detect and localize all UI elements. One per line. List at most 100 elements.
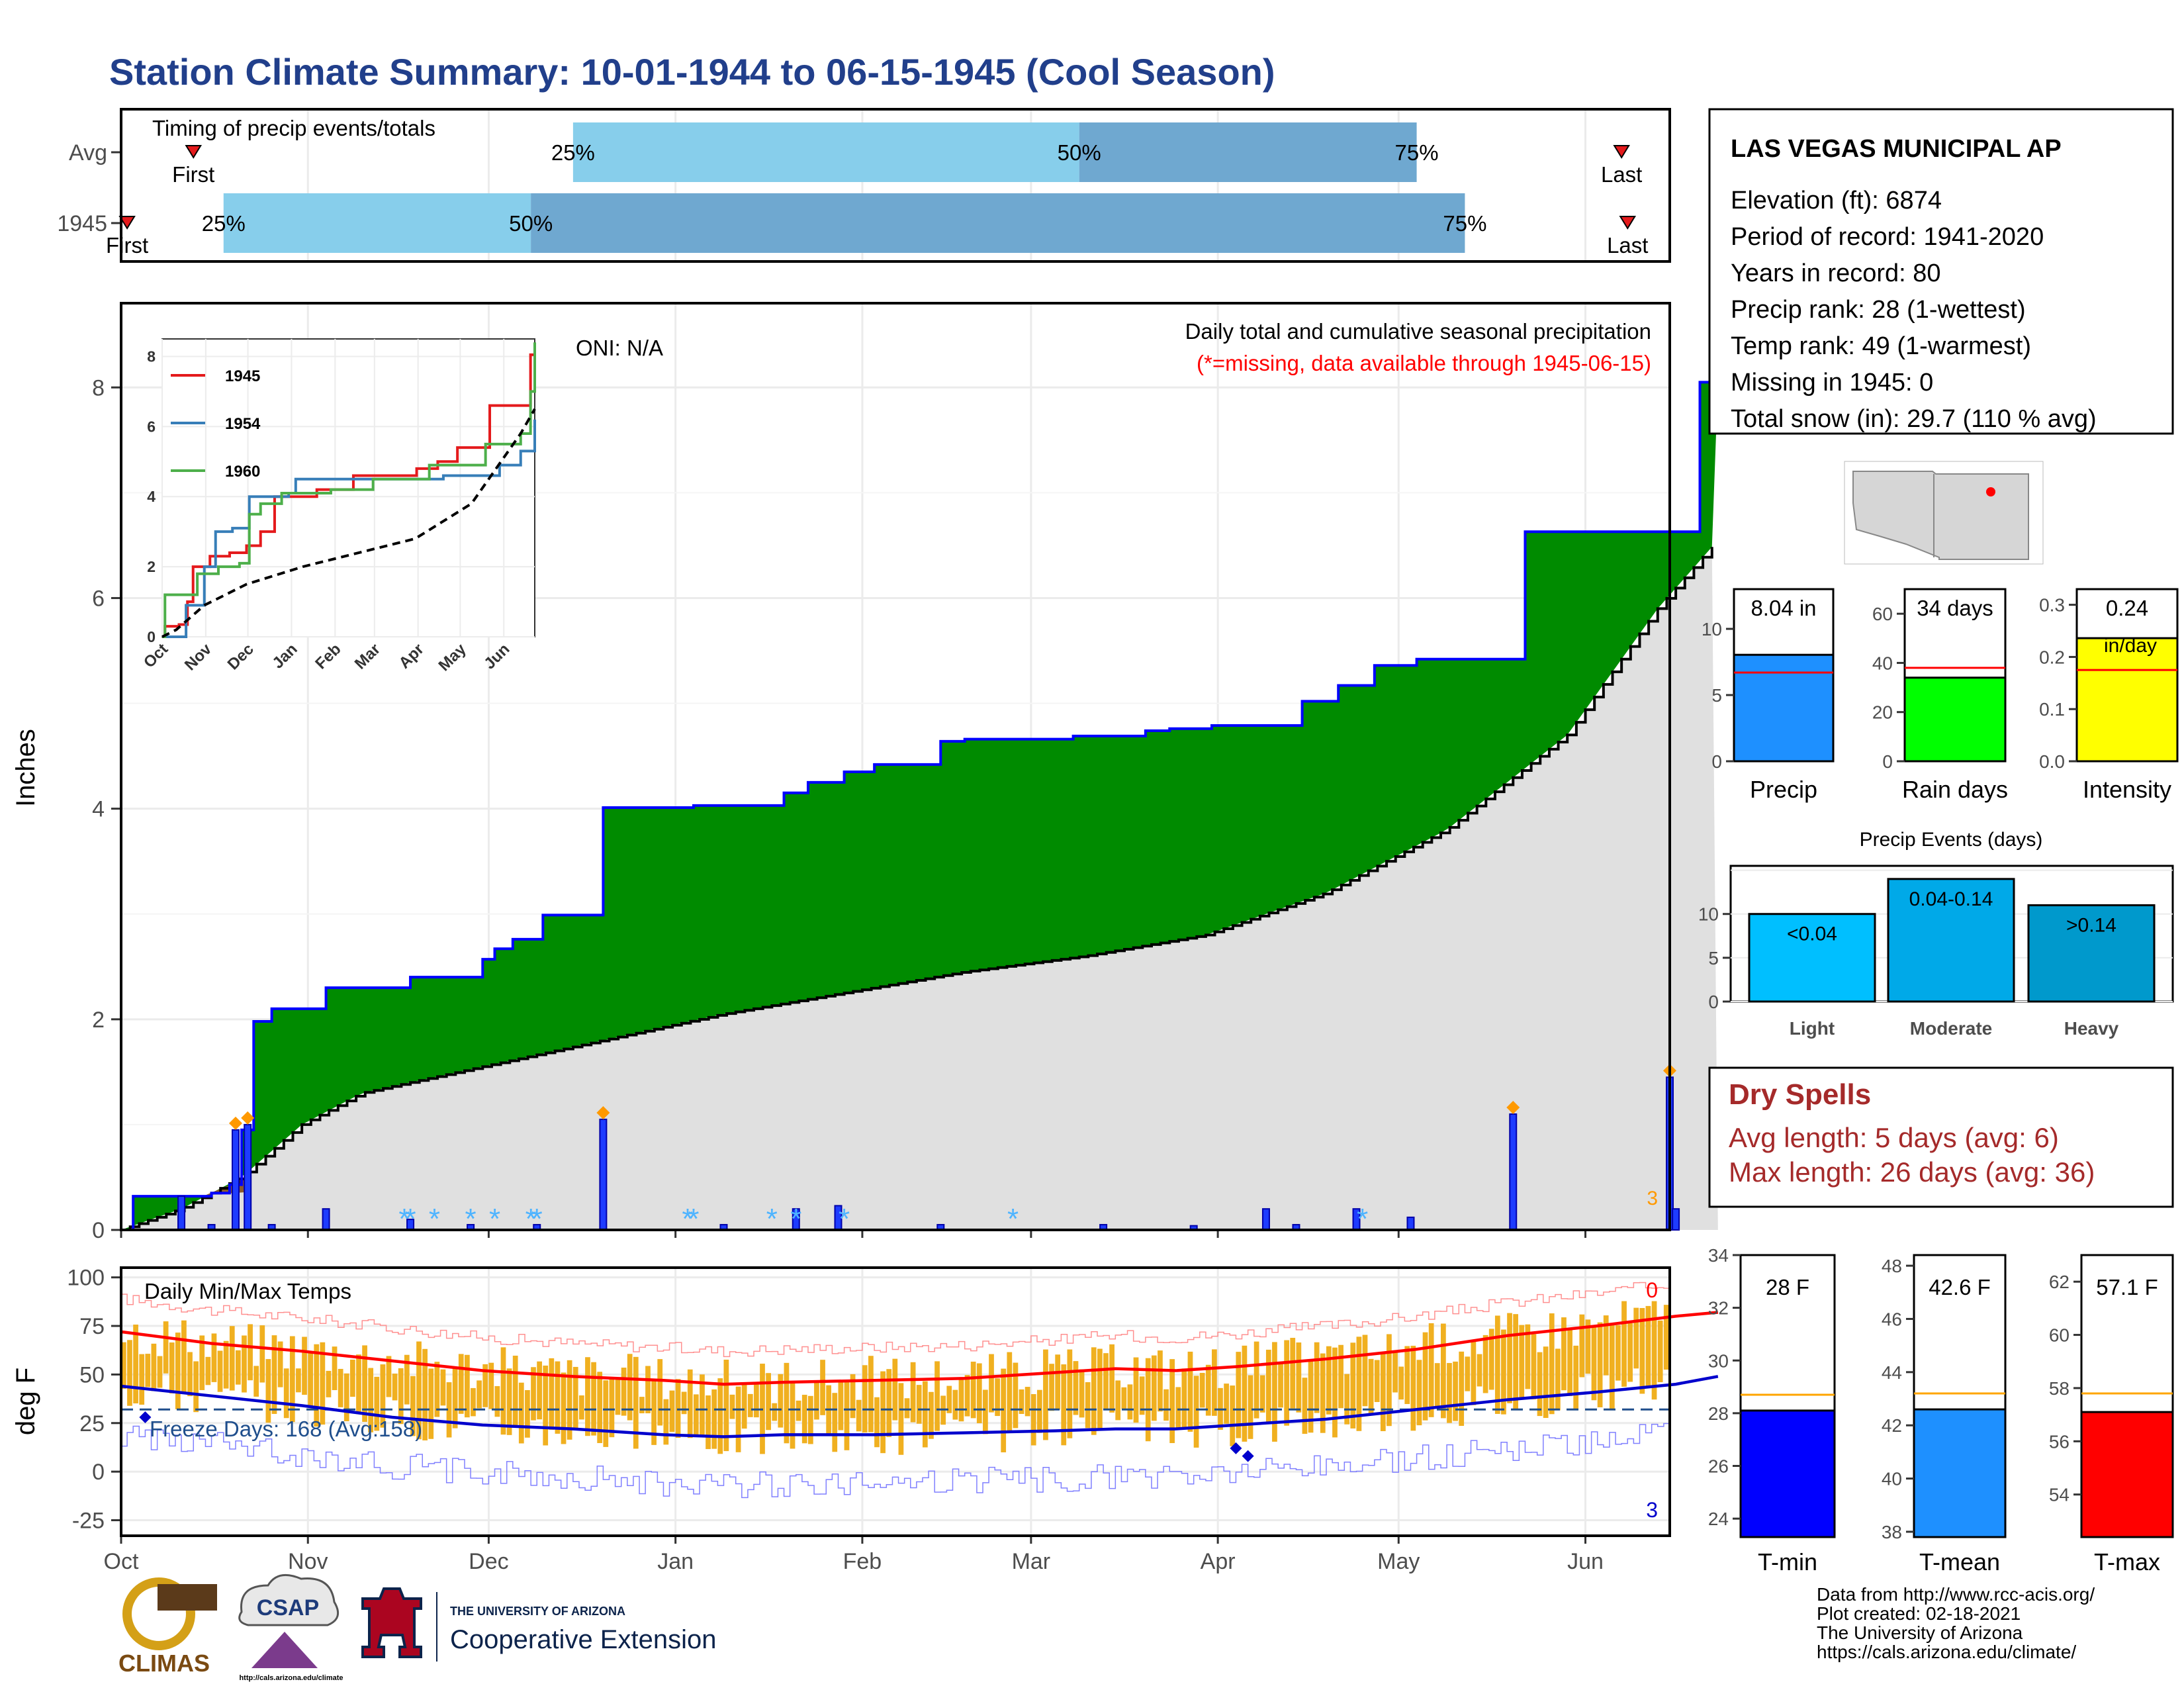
temp-daily-bar	[338, 1368, 343, 1407]
temp-daily-bar	[561, 1372, 567, 1444]
temp-daily-bar	[1308, 1360, 1314, 1433]
temp-summary-value: 28 F	[1766, 1275, 1809, 1299]
precip-events-ytick-label: 0	[1708, 992, 1719, 1012]
timing-bar-q50-q75	[531, 193, 1465, 253]
summary-bar-fill	[2075, 637, 2179, 763]
timing-last-marker	[1619, 216, 1637, 230]
temp-daily-bar	[1253, 1341, 1259, 1419]
snow-asterisk: *	[531, 1203, 543, 1235]
temp-summary-ytick-label: 48	[1882, 1256, 1902, 1276]
temp-summary-ytick-label: 56	[2049, 1431, 2070, 1452]
temp-daily-bar	[175, 1333, 181, 1409]
temp-daily-bar	[1633, 1307, 1639, 1369]
summary-bar-ytick-label: 0	[1882, 751, 1893, 772]
csap-logo-text: CSAP	[257, 1595, 319, 1620]
temp-daily-bar	[844, 1380, 850, 1450]
temp-daily-bar	[1416, 1360, 1422, 1426]
freeze-days-label: Freeze Days: 168 (Avg:158)	[150, 1417, 422, 1441]
timing-first-label: First	[106, 233, 148, 258]
temp-summary-t-min: 28 F 24 26 28 30 32 34 T-min	[1708, 1245, 1836, 1575]
temp-daily-bar	[1380, 1353, 1386, 1431]
timing-panel: Timing of precip events/totals Avg 25% 50% 7…	[57, 108, 1671, 263]
temp-record-low-line	[121, 1423, 1670, 1499]
temp-daily-bar	[1645, 1305, 1651, 1387]
page-title: Station Climate Summary: 10-01-1944 to 0…	[109, 51, 1275, 93]
temp-xtick-label: Apr	[1201, 1549, 1236, 1574]
temp-daily-bar	[1434, 1363, 1440, 1409]
temp-daily-bar	[1296, 1342, 1302, 1413]
temp-daily-bar	[1513, 1314, 1519, 1409]
precip-daily-bar	[599, 1118, 608, 1231]
precip-daily-bar	[1406, 1216, 1415, 1231]
station-info-line: Years in record: 80	[1731, 259, 1941, 287]
snow-asterisk: *	[766, 1203, 778, 1235]
temp-daily-bar	[151, 1343, 157, 1391]
temp-daily-bar	[145, 1354, 151, 1387]
precip-subtitle: Daily total and cumulative seasonal prec…	[1185, 319, 1651, 344]
temp-daily-bar	[838, 1382, 844, 1430]
temp-summary-fill	[1913, 1408, 2007, 1538]
temp-daily-bar	[916, 1385, 922, 1424]
temp-xtick-label: Jan	[657, 1549, 694, 1574]
temp-daily-bar	[1494, 1315, 1500, 1414]
temp-xtick-label: Oct	[104, 1549, 139, 1574]
temp-avg-min-line	[120, 1375, 1719, 1438]
temp-daily-bar	[1001, 1368, 1007, 1452]
temp-daily-bar	[1230, 1385, 1236, 1446]
temp-daily-bar	[163, 1321, 169, 1374]
snow-asterisk: *	[790, 1203, 801, 1235]
precip-daily-bar	[1672, 1208, 1680, 1231]
temp-daily-bar	[723, 1360, 729, 1452]
locator-map	[1844, 461, 2044, 565]
temp-daily-bar	[1332, 1347, 1338, 1438]
temp-daily-bar	[289, 1336, 295, 1423]
temp-summary-ytick-label: 26	[1708, 1456, 1729, 1477]
temp-summary-ytick-label: 24	[1708, 1509, 1729, 1529]
precip-events-bar	[2027, 904, 2156, 1003]
temp-daily-bar	[603, 1380, 609, 1447]
temp-daily-bar	[1284, 1340, 1290, 1426]
precip-panel-border	[120, 302, 1671, 1231]
precip-corner-count: 3	[1647, 1188, 1658, 1209]
precip-ytick-label: 0	[92, 1218, 105, 1243]
precip-ytick-label: 4	[92, 797, 105, 822]
timing-q75-label: 75%	[1395, 140, 1439, 165]
temp-daily-bar	[929, 1391, 934, 1439]
temp-daily-bar	[410, 1376, 416, 1436]
temp-daily-bar	[1007, 1352, 1013, 1431]
temp-daily-bar	[1585, 1319, 1591, 1374]
temp-daily-bar	[1459, 1351, 1465, 1427]
precip-daily-bar	[231, 1129, 240, 1231]
temp-record-high-line	[121, 1282, 1670, 1358]
precip-snow-marker	[241, 1111, 255, 1125]
temp-daily-bar	[296, 1368, 301, 1393]
temp-summary-ytick-label: 62	[2049, 1272, 2070, 1292]
temp-daily-bar	[1404, 1346, 1410, 1404]
temp-daily-bar	[1314, 1342, 1320, 1413]
temp-daily-bar	[404, 1354, 410, 1405]
temp-daily-bar	[1465, 1356, 1471, 1391]
temp-daily-bar	[597, 1372, 603, 1444]
summary-bar-ytick-label: 0.0	[2039, 751, 2065, 772]
precip-ylabel: Inches	[11, 729, 40, 807]
temp-daily-bar	[398, 1368, 404, 1425]
timing-q50-label: 50%	[1058, 140, 1101, 165]
temp-daily-bar	[518, 1382, 524, 1444]
temp-daily-bar	[1055, 1354, 1061, 1410]
temp-daily-bar	[157, 1356, 163, 1388]
temp-daily-bar	[814, 1381, 819, 1420]
temp-daily-bar	[1591, 1327, 1597, 1401]
temp-daily-bar	[1597, 1322, 1603, 1407]
temp-panel-title: Daily Min/Max Temps	[144, 1279, 351, 1303]
temp-xtick-label: Jun	[1567, 1549, 1604, 1574]
temp-daily-bar	[1453, 1361, 1458, 1421]
temp-daily-bar	[1272, 1342, 1277, 1442]
snow-asterisk: *	[489, 1203, 500, 1235]
timing-first-label: First	[172, 162, 214, 187]
temp-summary-ytick-label: 54	[2049, 1485, 2070, 1505]
precip-events-bar-label: >0.14	[2066, 915, 2116, 937]
temp-daily-bar	[778, 1374, 784, 1428]
temp-daily-bar	[687, 1369, 693, 1438]
summary-bar-ytick-label: 0.2	[2039, 647, 2065, 667]
